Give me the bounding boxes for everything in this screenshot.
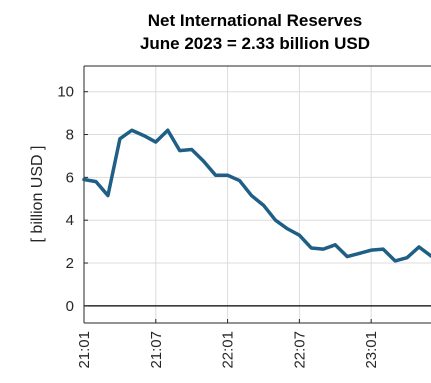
plot-area — [84, 66, 431, 323]
series-group — [82, 128, 431, 263]
y-axis-label: [ billion USD ] — [29, 146, 46, 243]
x-tick-label: 22:07 — [291, 331, 308, 369]
grid-lines — [83, 66, 431, 323]
reserves-series-line — [82, 128, 431, 263]
y-tick-label: 6 — [66, 169, 74, 186]
x-tick-label: 21:01 — [76, 331, 93, 369]
y-tick-label: 2 — [66, 255, 74, 272]
chart-subtitle: June 2023 = 2.33 billion USD — [140, 34, 370, 53]
y-axis-ticks: 0 2 4 6 8 10 — [57, 84, 88, 315]
x-tick-label: 22:01 — [220, 331, 237, 369]
y-tick-label: 10 — [57, 84, 74, 101]
chart-title: Net International Reserves — [148, 11, 362, 30]
x-tick-label: 21:07 — [148, 331, 165, 369]
y-tick-label: 4 — [66, 212, 74, 229]
x-axis-ticks: 21:01 21:07 22:01 22:07 23:01 — [76, 319, 380, 369]
y-tick-label: 8 — [66, 127, 74, 144]
y-tick-label: 0 — [66, 298, 74, 315]
x-tick-label: 23:01 — [363, 331, 380, 369]
